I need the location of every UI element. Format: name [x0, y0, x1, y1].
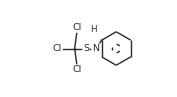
Text: H: H: [90, 25, 97, 34]
Text: N: N: [92, 44, 99, 53]
Text: Cl: Cl: [73, 65, 82, 74]
Text: Cl: Cl: [53, 44, 62, 53]
Text: Cl: Cl: [73, 23, 82, 32]
Text: S: S: [83, 44, 89, 53]
